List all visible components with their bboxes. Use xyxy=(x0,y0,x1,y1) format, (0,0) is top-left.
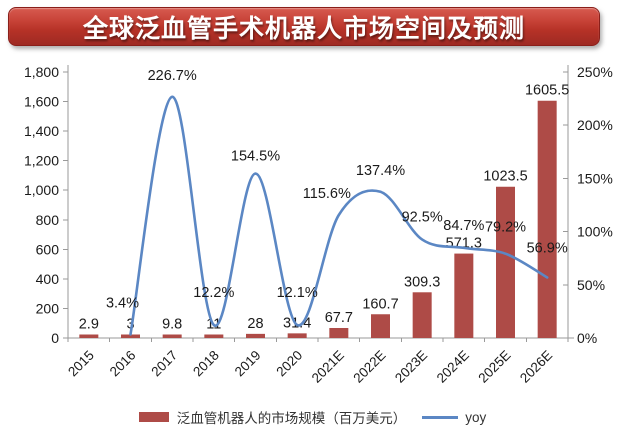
bar-value-label: 1023.5 xyxy=(483,169,527,185)
right-axis-tick-label: 250% xyxy=(577,64,613,80)
x-axis-label: 2015 xyxy=(65,348,97,380)
yoy-value-label: 3.4% xyxy=(106,295,139,311)
x-axis-label: 2026E xyxy=(517,348,555,386)
right-axis-tick-label: 150% xyxy=(577,170,613,186)
yoy-value-label: 137.4% xyxy=(356,163,405,179)
bar xyxy=(121,334,140,338)
left-axis-tick-label: 1,800 xyxy=(24,64,59,80)
yoy-value-label: 12.2% xyxy=(193,285,234,301)
chart-title: 全球泛血管手术机器人市场空间及预测 xyxy=(82,14,525,43)
bar xyxy=(79,334,99,338)
bar-value-label: 160.7 xyxy=(362,296,398,312)
bar-value-label: 309.3 xyxy=(404,274,440,290)
bar-value-label: 2.9 xyxy=(79,317,99,333)
right-axis-tick-label: 200% xyxy=(577,117,613,133)
yoy-value-label: 12.1% xyxy=(277,285,318,301)
yoy-value-label: 56.9% xyxy=(527,240,568,256)
x-axis-label: 2017 xyxy=(148,348,180,380)
x-axis-label: 2024E xyxy=(434,348,472,386)
legend-line-label: yoy xyxy=(465,409,487,425)
bar-value-label: 67.7 xyxy=(325,310,353,326)
x-axis-labels: 2015 2016 2017 2018 2019 2020 2021E 2022E 2023E 2… xyxy=(65,348,555,386)
bar xyxy=(496,186,515,338)
left-axis-tick-label: 800 xyxy=(36,212,60,228)
x-axis-label: 2021E xyxy=(309,348,347,386)
x-axis-label: 2023E xyxy=(392,348,430,386)
chart-title-banner: 全球泛血管手术机器人市场空间及预测 xyxy=(8,7,600,46)
yoy-labels: 3.4% 226.7% 12.2% 154.5% 12.1% 115.6% 137.4% 92… xyxy=(106,68,568,312)
yoy-value-label: 92.5% xyxy=(402,210,443,226)
right-axis-tick-label: 0% xyxy=(577,330,597,346)
x-axis-label: 2019 xyxy=(232,348,264,380)
bar xyxy=(537,100,557,338)
bar xyxy=(287,333,307,338)
left-axis-tick-label: 1,600 xyxy=(24,94,59,110)
bar xyxy=(204,334,224,338)
yoy-value-label: 226.7% xyxy=(148,68,197,84)
x-axis-label: 2025E xyxy=(475,348,513,386)
x-axis-label: 2016 xyxy=(107,348,139,380)
bar xyxy=(371,314,390,338)
bar xyxy=(162,334,182,338)
left-axis-tick-label: 1,000 xyxy=(24,182,59,198)
right-axis-tick-label: 50% xyxy=(577,277,605,293)
axes: 0 200 400 600 800 1,000 1,200 1,400 1,600 1,800 0%… xyxy=(24,64,613,346)
legend-bar-swatch-icon xyxy=(138,412,169,422)
left-axis-tick-label: 200 xyxy=(36,300,60,316)
bar-value-label: 3 xyxy=(126,317,134,333)
legend-line-swatch-icon xyxy=(422,415,459,419)
bar xyxy=(246,333,265,338)
x-axis-label: 2020 xyxy=(273,348,305,380)
x-axis-label: 2022E xyxy=(350,348,388,386)
left-axis-tick-label: 600 xyxy=(36,241,60,257)
yoy-line xyxy=(129,95,549,336)
x-axis-label: 2018 xyxy=(190,348,222,380)
bar xyxy=(412,292,432,338)
yoy-value-label: 79.2% xyxy=(485,220,526,236)
bar-value-label: 28 xyxy=(247,316,263,332)
yoy-value-label: 154.5% xyxy=(231,149,280,165)
left-axis-tick-label: 1,400 xyxy=(24,123,59,139)
left-axis-tick-label: 1,200 xyxy=(24,153,59,169)
chart-legend: 泛血管机器人的市场规模（百万美元） yoy xyxy=(0,407,625,427)
bar xyxy=(454,253,474,338)
bar-value-label: 9.8 xyxy=(162,317,182,333)
yoy-value-label: 84.7% xyxy=(443,218,484,234)
bar-value-label: 1605.5 xyxy=(525,83,569,99)
legend-bar-label: 泛血管机器人的市场规模（百万美元） xyxy=(176,411,407,426)
bar-series: 2.9 3 9.8 11 28 31.4 67.7160.7309.3571.31023.5… xyxy=(79,83,569,338)
right-axis-tick-label: 100% xyxy=(577,224,613,240)
left-axis-tick-label: 400 xyxy=(36,271,60,287)
yoy-value-label: 115.6% xyxy=(303,186,351,202)
left-axis-tick-label: 0 xyxy=(51,330,59,346)
combo-chart: 0 200 400 600 800 1,000 1,200 1,400 1,600 1,800 0%… xyxy=(24,64,613,386)
bar xyxy=(329,327,349,338)
